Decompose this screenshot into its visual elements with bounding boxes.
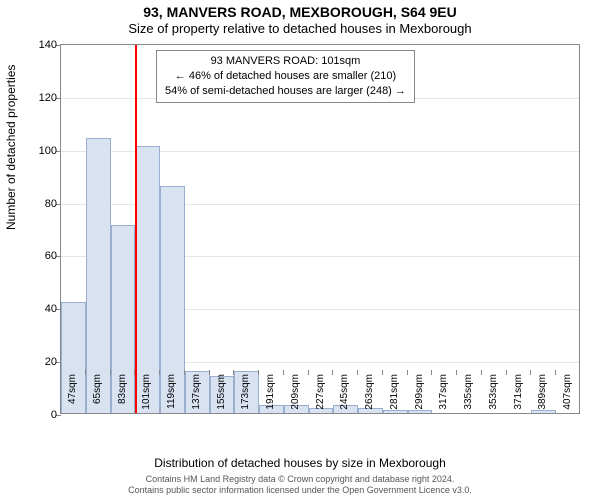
x-tick-mark (308, 370, 309, 375)
y-tick-label: 80 (31, 198, 57, 210)
reference-line (135, 45, 137, 413)
x-tick-mark (431, 370, 432, 375)
x-tick-label: 353sqm (488, 374, 499, 414)
attribution-text: Contains HM Land Registry data © Crown c… (0, 474, 600, 496)
chart-titles: 93, MANVERS ROAD, MEXBOROUGH, S64 9EU Si… (0, 0, 600, 36)
x-tick-mark (184, 370, 185, 375)
x-tick-mark (233, 370, 234, 375)
x-tick-mark (110, 370, 111, 375)
histogram-bar (86, 138, 111, 413)
x-tick-label: 119sqm (166, 374, 177, 414)
x-tick-mark (258, 370, 259, 375)
y-tick-label: 120 (31, 92, 57, 104)
x-tick-mark (209, 370, 210, 375)
x-tick-label: 101sqm (141, 374, 152, 414)
x-tick-label: 173sqm (240, 374, 251, 414)
y-tick-label: 20 (31, 356, 57, 368)
x-tick-mark (85, 370, 86, 375)
x-tick-label: 47sqm (67, 374, 78, 414)
x-tick-label: 83sqm (117, 374, 128, 414)
attribution-line-2: Contains public sector information licen… (128, 485, 472, 495)
x-tick-label: 389sqm (537, 374, 548, 414)
x-tick-label: 371sqm (513, 374, 524, 414)
x-tick-label: 155sqm (216, 374, 227, 414)
x-tick-label: 299sqm (414, 374, 425, 414)
x-tick-mark (60, 370, 61, 375)
info-line-3: 54% of semi-detached houses are larger (… (165, 84, 406, 99)
info-box: 93 MANVERS ROAD: 101sqm← 46% of detached… (156, 50, 415, 103)
y-tick-label: 100 (31, 145, 57, 157)
y-tick-label: 140 (31, 39, 57, 51)
y-axis-title: Number of detached properties (4, 65, 18, 230)
x-tick-mark (456, 370, 457, 375)
y-tick-label: 40 (31, 303, 57, 315)
x-tick-mark (555, 370, 556, 375)
main-title: 93, MANVERS ROAD, MEXBOROUGH, S64 9EU (0, 4, 600, 20)
x-tick-label: 65sqm (92, 374, 103, 414)
x-tick-label: 191sqm (265, 374, 276, 414)
x-tick-mark (530, 370, 531, 375)
info-line-2: ← 46% of detached houses are smaller (21… (165, 69, 406, 84)
sub-title: Size of property relative to detached ho… (0, 21, 600, 36)
chart-plot-area: 02040608010012014093 MANVERS ROAD: 101sq… (60, 44, 580, 414)
x-tick-mark (159, 370, 160, 375)
y-tick-label: 60 (31, 250, 57, 262)
info-line-1: 93 MANVERS ROAD: 101sqm (165, 54, 406, 69)
x-tick-label: 209sqm (290, 374, 301, 414)
x-tick-mark (357, 370, 358, 375)
x-tick-mark (506, 370, 507, 375)
x-tick-mark (481, 370, 482, 375)
x-tick-mark (134, 370, 135, 375)
attribution-line-1: Contains HM Land Registry data © Crown c… (146, 474, 455, 484)
x-tick-label: 227sqm (315, 374, 326, 414)
x-tick-label: 407sqm (562, 374, 573, 414)
x-tick-mark (283, 370, 284, 375)
x-tick-label: 281sqm (389, 374, 400, 414)
x-tick-mark (382, 370, 383, 375)
x-axis-title: Distribution of detached houses by size … (0, 456, 600, 470)
x-tick-label: 245sqm (339, 374, 350, 414)
x-tick-mark (332, 370, 333, 375)
x-tick-label: 335sqm (463, 374, 474, 414)
x-tick-mark (407, 370, 408, 375)
histogram-bar (135, 146, 160, 413)
x-tick-label: 263sqm (364, 374, 375, 414)
x-tick-label: 137sqm (191, 374, 202, 414)
x-tick-label: 317sqm (438, 374, 449, 414)
y-tick-label: 0 (31, 409, 57, 421)
